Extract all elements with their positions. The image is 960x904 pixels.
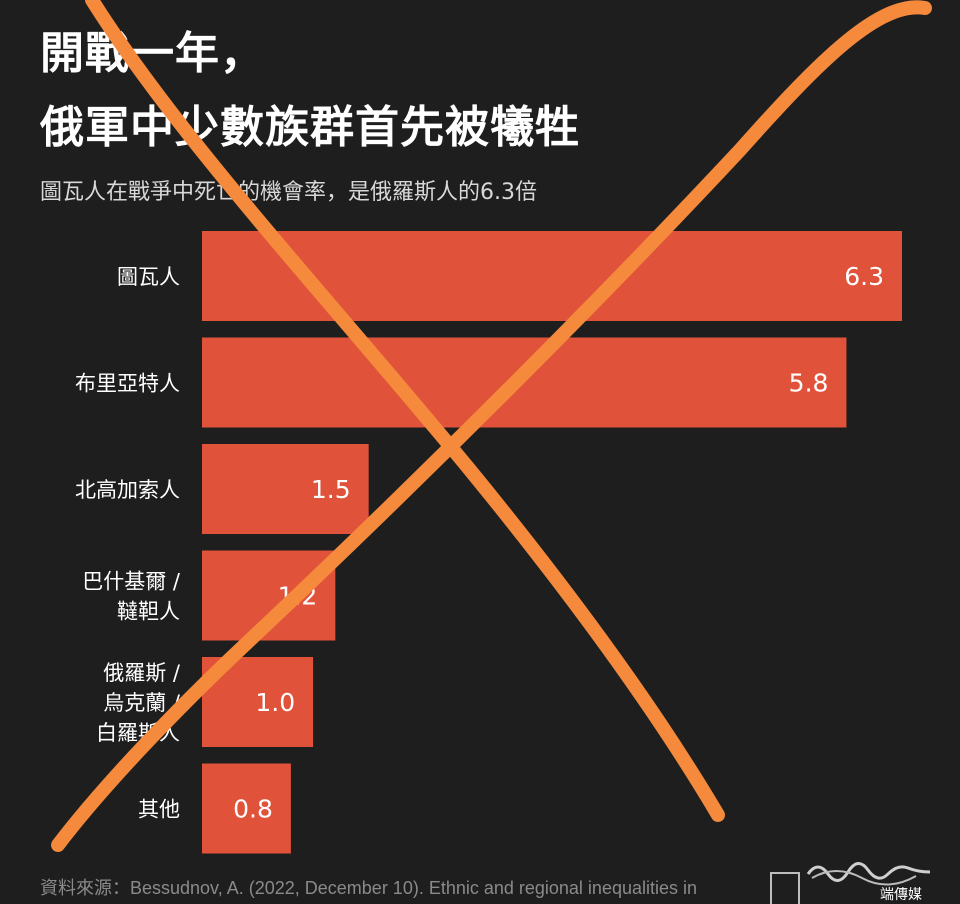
bar-value-label-1: 5.8 [789, 369, 829, 398]
logo-icon [770, 872, 800, 904]
bar-0 [202, 231, 902, 321]
category-label-1: 布里亞特人 [75, 372, 180, 396]
category-label-line: 巴什基爾 / [82, 570, 181, 594]
category-label-5: 其他 [138, 798, 180, 822]
category-label-2: 北高加索人 [75, 478, 180, 502]
category-label-line: 俄羅斯 / [103, 661, 181, 685]
category-label-line: 烏克蘭 / [103, 691, 181, 715]
category-label-line: 其他 [138, 798, 180, 822]
bar-value-label-0: 6.3 [844, 262, 884, 291]
category-label-line: 北高加索人 [75, 478, 180, 502]
category-label-3: 巴什基爾 / 韃靼人 [82, 570, 181, 624]
category-label-line: 圖瓦人 [117, 265, 180, 289]
category-label-line: 白羅斯人 [96, 721, 180, 745]
bar-value-label-4: 1.0 [255, 688, 295, 717]
watermark: 端傳媒 [770, 852, 940, 904]
scribble-mark [806, 862, 931, 886]
category-label-line: 布里亞特人 [75, 372, 180, 396]
category-label-4: 俄羅斯 / 烏克蘭 / 白羅斯人 [96, 661, 181, 745]
bar-value-label-3: 1.2 [278, 582, 318, 611]
bar-1 [202, 337, 847, 428]
watermark-label: 端傳媒 [880, 887, 922, 903]
bar-value-label-2: 1.5 [311, 475, 351, 504]
source-citation: 資料來源：Bessudnov, A. (2022, December 10). … [40, 878, 698, 898]
category-label-line: 韃靼人 [117, 600, 180, 624]
bar-value-label-5: 0.8 [233, 795, 273, 824]
category-label-0: 圖瓦人 [117, 265, 180, 289]
